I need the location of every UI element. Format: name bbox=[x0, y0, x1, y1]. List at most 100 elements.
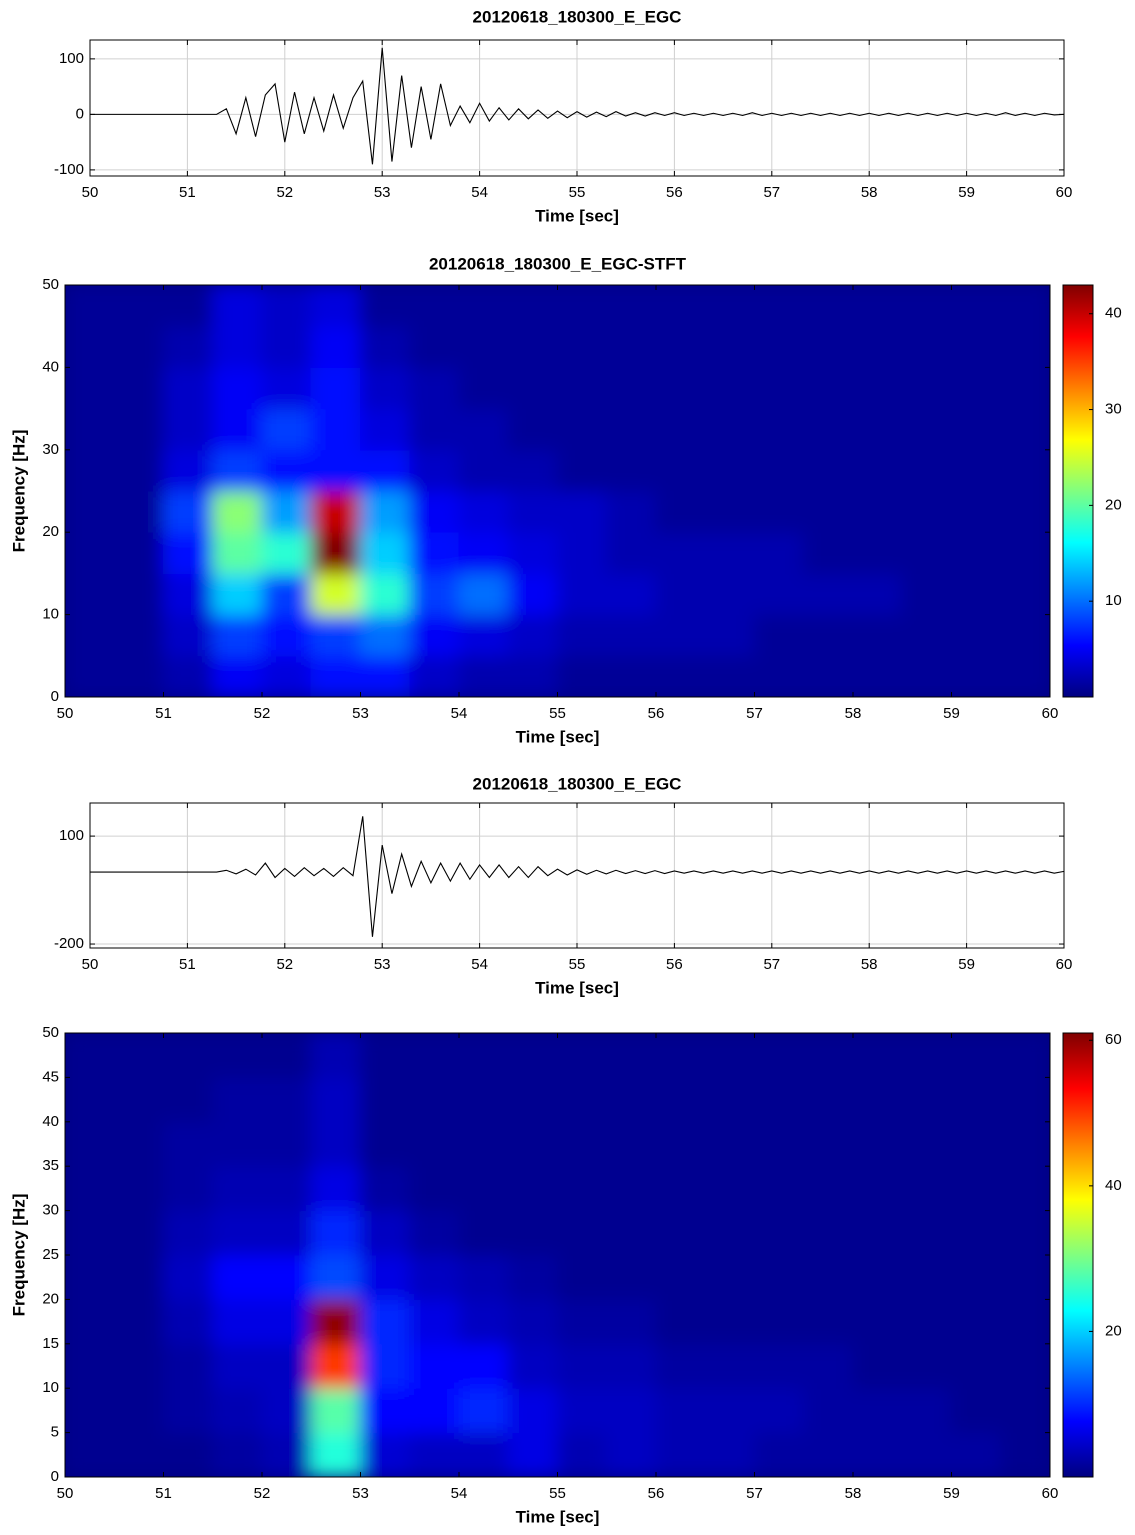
heatmap-cell bbox=[557, 366, 608, 410]
heatmap-cell bbox=[655, 449, 706, 492]
heatmap-cell bbox=[409, 1254, 460, 1300]
heatmap-cell bbox=[754, 1210, 805, 1256]
heatmap-cell bbox=[212, 366, 263, 410]
heatmap-cell bbox=[1000, 1343, 1050, 1389]
heatmap-cell bbox=[310, 1343, 361, 1389]
heatmap-cell bbox=[803, 1298, 854, 1345]
heatmap bbox=[65, 285, 1050, 697]
heatmap-cell bbox=[360, 1121, 411, 1167]
x-tick-label: 52 bbox=[254, 1485, 271, 1502]
heatmap-cell bbox=[409, 655, 460, 697]
heatmap-cell bbox=[507, 1121, 558, 1167]
heatmap-cell bbox=[557, 325, 608, 368]
colorbar-tick-label: 40 bbox=[1105, 1177, 1122, 1194]
heatmap-cell bbox=[754, 531, 805, 574]
heatmap-cell bbox=[458, 490, 509, 533]
heatmap-cell bbox=[65, 1298, 115, 1345]
heatmap-cell bbox=[261, 614, 312, 657]
heatmap-cell bbox=[852, 614, 903, 657]
heatmap-cell bbox=[655, 1343, 706, 1389]
heatmap-cell bbox=[754, 572, 805, 616]
heatmap-cell bbox=[507, 1387, 558, 1434]
heatmap-cell bbox=[163, 366, 214, 410]
heatmap-cell bbox=[163, 1165, 214, 1212]
y-tick-label: 0 bbox=[51, 1468, 59, 1485]
heatmap-cell bbox=[557, 408, 608, 451]
heatmap-cell bbox=[65, 366, 115, 410]
x-tick-label: 60 bbox=[1056, 184, 1073, 201]
heatmap-cell bbox=[113, 325, 164, 368]
heatmap-cell bbox=[65, 1165, 115, 1212]
heatmap-cell bbox=[261, 1254, 312, 1300]
heatmap-cell bbox=[360, 1298, 411, 1345]
heatmap-cell bbox=[606, 1165, 657, 1212]
heatmap-cell bbox=[1000, 655, 1050, 697]
heatmap-cell bbox=[163, 449, 214, 492]
colorbar-tick-label: 60 bbox=[1105, 1031, 1122, 1048]
heatmap-cell bbox=[113, 1432, 164, 1477]
heatmap-cell bbox=[606, 490, 657, 533]
heatmap-cell bbox=[557, 614, 608, 657]
heatmap-cell bbox=[901, 366, 952, 410]
heatmap-cell bbox=[458, 449, 509, 492]
heatmap-cell bbox=[655, 408, 706, 451]
heatmap-cell bbox=[360, 1210, 411, 1256]
heatmap-cell bbox=[507, 572, 558, 616]
heatmap-cell bbox=[655, 366, 706, 410]
heatmap-cell bbox=[803, 1210, 854, 1256]
heatmap-cell bbox=[163, 531, 214, 574]
heatmap-cell bbox=[113, 1076, 164, 1123]
x-tick-label: 59 bbox=[943, 1485, 960, 1502]
heatmap-cell bbox=[852, 449, 903, 492]
x-tick-label: 51 bbox=[155, 1485, 172, 1502]
heatmap-cell bbox=[606, 1298, 657, 1345]
heatmap-cells bbox=[65, 285, 1050, 697]
heatmap-cell bbox=[261, 1165, 312, 1212]
x-tick-label: 58 bbox=[861, 956, 878, 973]
y-axis-label: Frequency [Hz] bbox=[9, 1194, 28, 1317]
x-tick-label: 50 bbox=[57, 1485, 74, 1502]
heatmap-cell bbox=[409, 1387, 460, 1434]
heatmap-cell bbox=[360, 1076, 411, 1123]
heatmap-cell bbox=[704, 655, 755, 697]
heatmap-cell bbox=[951, 325, 1002, 368]
heatmap-cell bbox=[360, 572, 411, 616]
heatmap-cell bbox=[704, 1033, 755, 1078]
heatmap-cell bbox=[458, 1033, 509, 1078]
x-tick-label: 53 bbox=[352, 705, 369, 722]
x-tick-label: 51 bbox=[179, 956, 196, 973]
heatmap-cell bbox=[261, 1343, 312, 1389]
heatmap-cell bbox=[507, 490, 558, 533]
heatmap-cell bbox=[113, 285, 164, 327]
heatmap-cell bbox=[113, 490, 164, 533]
waveform bbox=[90, 816, 1065, 937]
heatmap-cell bbox=[754, 366, 805, 410]
heatmap-cell bbox=[261, 1210, 312, 1256]
heatmap-cell bbox=[65, 1076, 115, 1123]
x-tick-label: 55 bbox=[549, 705, 566, 722]
heatmap-cell bbox=[803, 490, 854, 533]
heatmap-cell bbox=[409, 1343, 460, 1389]
heatmap-cell bbox=[655, 1033, 706, 1078]
heatmap-cell bbox=[606, 1076, 657, 1123]
heatmap-cell bbox=[113, 614, 164, 657]
heatmap-cell bbox=[261, 1121, 312, 1167]
heatmap-cell bbox=[704, 1343, 755, 1389]
heatmap-cell bbox=[1000, 1432, 1050, 1477]
heatmap-cell bbox=[310, 1121, 361, 1167]
x-tick-label: 57 bbox=[763, 184, 780, 201]
heatmap-cell bbox=[557, 1165, 608, 1212]
heatmap-cell bbox=[360, 1165, 411, 1212]
heatmap-cell bbox=[458, 1076, 509, 1123]
heatmap-cell bbox=[163, 1298, 214, 1345]
heatmap-cell bbox=[360, 366, 411, 410]
heatmap-cell bbox=[901, 572, 952, 616]
heatmap-cell bbox=[507, 1165, 558, 1212]
heatmap-cell bbox=[754, 1254, 805, 1300]
heatmap-cell bbox=[360, 325, 411, 368]
heatmap-cell bbox=[507, 1298, 558, 1345]
heatmap-cell bbox=[212, 408, 263, 451]
colorbar bbox=[1062, 1032, 1094, 1478]
heatmap-cell bbox=[113, 1298, 164, 1345]
heatmap-cell bbox=[852, 1432, 903, 1477]
